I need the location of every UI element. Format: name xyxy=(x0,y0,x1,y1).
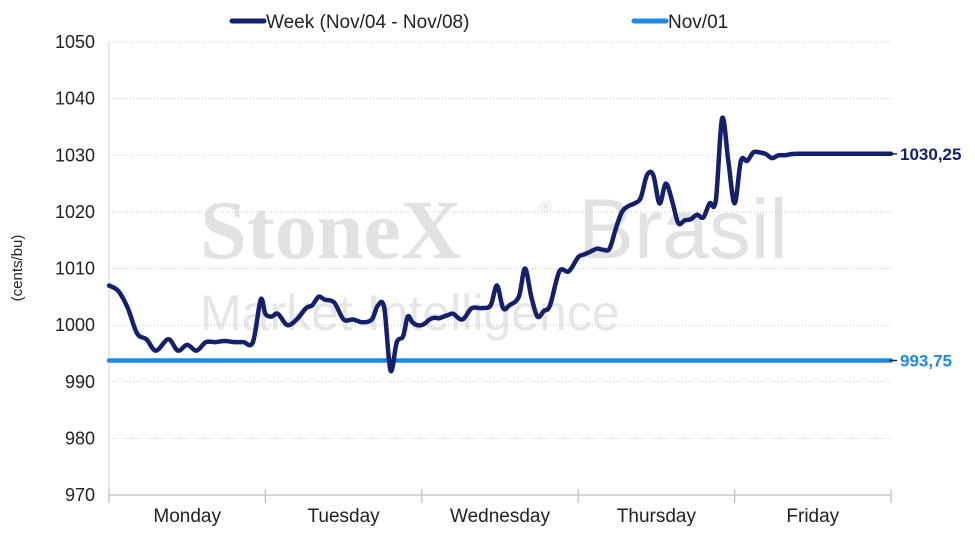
x-axis: Monday Tuesday Wednesday Thursday Friday xyxy=(108,42,892,527)
y-tick-label: 1020 xyxy=(55,202,95,222)
legend-label: Week (Nov/04 - Nov/08) xyxy=(266,12,469,33)
watermark-logo: StoneX ® Brasil Market Intelligence xyxy=(200,182,788,341)
y-tick-label: 1000 xyxy=(55,315,95,335)
y-tick-label: 990 xyxy=(65,372,95,392)
end-value-label: 1030,25 xyxy=(900,145,961,164)
y-tick-label: 1010 xyxy=(55,259,95,279)
y-axis-label: (cents/bu) xyxy=(9,235,26,302)
x-tick-label: Monday xyxy=(153,506,221,527)
watermark-registered: ® xyxy=(540,199,552,216)
series-layer: 993,75 1030,25 xyxy=(106,115,961,374)
watermark-brand-bold: StoneX xyxy=(200,184,461,277)
watermark-brand-light: Brasil xyxy=(578,182,788,276)
y-tick-label: 1040 xyxy=(55,89,95,109)
x-tick-label: Friday xyxy=(786,506,839,527)
series-line-0 xyxy=(106,115,894,374)
y-tick-label: 980 xyxy=(65,428,95,448)
legend: Week (Nov/04 - Nov/08) Nov/01 xyxy=(229,12,728,33)
y-tick-label: 970 xyxy=(65,485,95,505)
x-tick-label: Wednesday xyxy=(450,506,550,527)
y-tick-label: 1030 xyxy=(55,145,95,165)
y-tick-labels: 970 980 990 1000 1010 1020 1030 1040 1050 xyxy=(55,32,95,505)
x-tick-label: Tuesday xyxy=(308,506,381,527)
end-value-label: 993,75 xyxy=(900,352,952,371)
y-tick-label: 1050 xyxy=(55,32,95,52)
gridlines xyxy=(109,41,891,439)
legend-label: Nov/01 xyxy=(668,12,728,33)
watermark-sub: Market Intelligence xyxy=(200,285,620,341)
x-tick-label: Thursday xyxy=(617,506,697,527)
